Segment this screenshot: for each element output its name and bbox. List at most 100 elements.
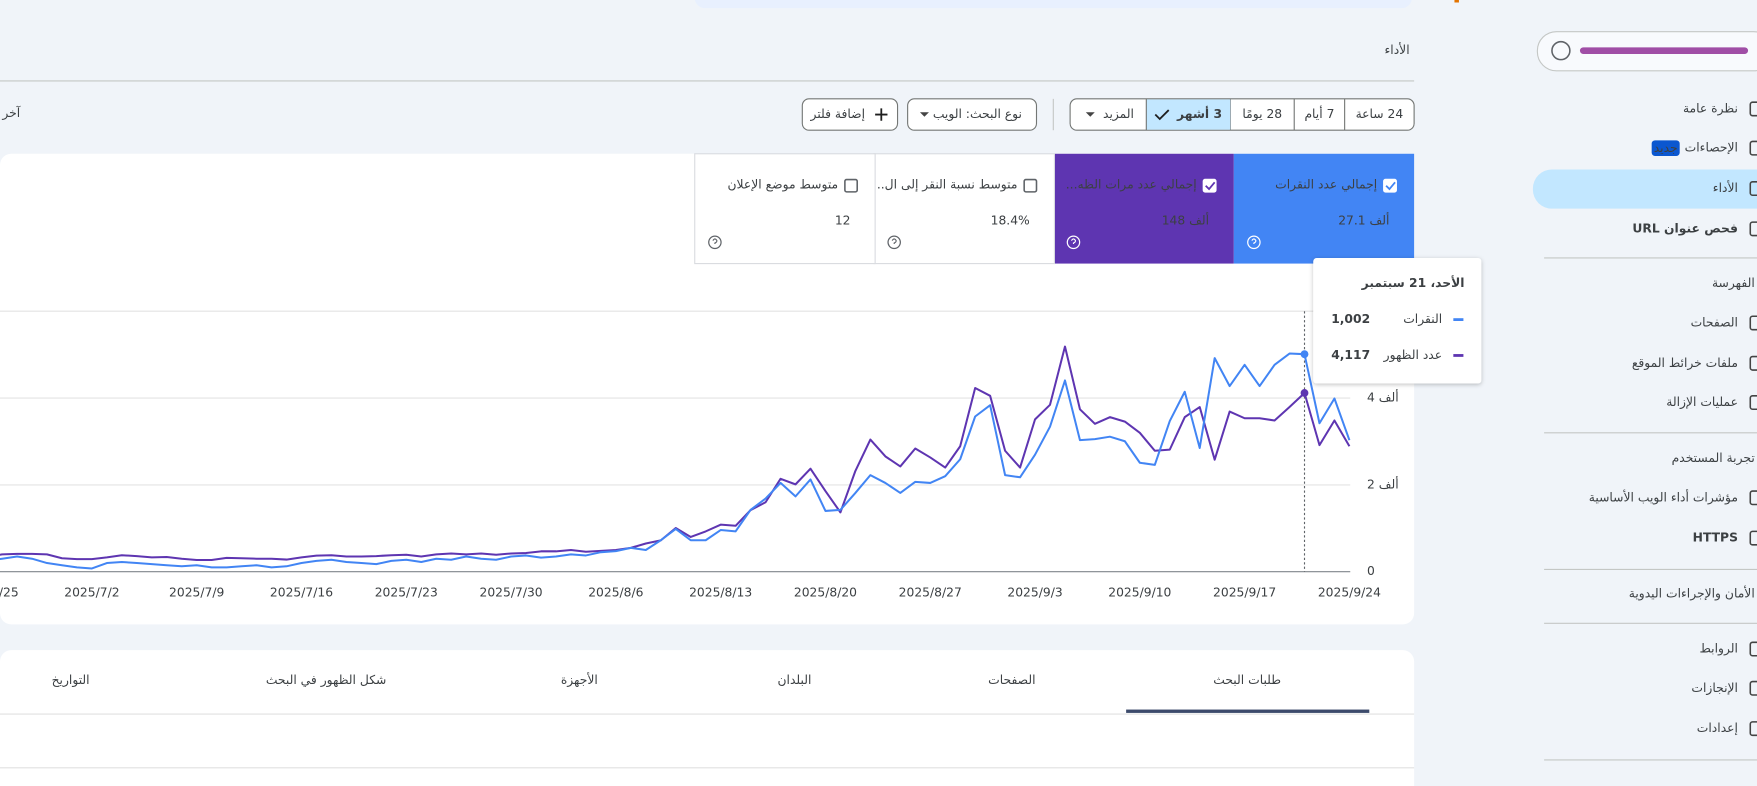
nav-icon: [1749, 180, 1757, 197]
tab[interactable]: البلدان: [778, 673, 812, 687]
nav-icon: [1749, 221, 1757, 237]
nav-item: نظرة عامة: [1683, 101, 1738, 116]
metric-label: متوسط نسبة النقر إلى ال...: [873, 178, 1018, 193]
nav-item: الروابط: [1699, 642, 1737, 657]
check-icon: [1154, 109, 1170, 121]
x-tick-label: 2025/7/30: [480, 586, 543, 600]
date-range-selected: [1146, 99, 1231, 130]
nav-item: HTTPS: [1693, 531, 1738, 545]
tab[interactable]: التواريخ: [52, 673, 90, 688]
date-range-option[interactable]: 28 يومًا: [1242, 107, 1282, 122]
metric-value: 27.1 ألف: [1338, 212, 1389, 227]
checkbox: [1023, 178, 1038, 193]
nav-item: عمليات الإزالة: [1666, 395, 1738, 410]
x-tick-label: 2025/9/17: [1213, 586, 1276, 600]
metric-cards: إجمالي عدد النقرات 27.1 ألف إجمالي عدد مرا…: [694, 153, 1415, 265]
last-update: آخر: [1, 105, 20, 121]
nav-icon: [1749, 315, 1757, 331]
nav-item: الأداء: [1713, 180, 1738, 195]
nav-icon: [1749, 140, 1757, 156]
nav-item: الإحصاءات: [1685, 141, 1738, 155]
search-type-label: نوع البحث: الويب: [933, 107, 1022, 122]
x-tick-label: 2025/7/16: [270, 586, 333, 600]
tab[interactable]: طلبات البحث: [1213, 673, 1281, 687]
metric-card[interactable]: [694, 153, 876, 265]
plot: [0, 345, 1351, 570]
sidebar: نظرة عامة الإحصاءات الأداء فحص عنوان URL جدي…: [1589, 101, 1757, 737]
metric-card[interactable]: [873, 153, 1055, 265]
property-icon: [1551, 40, 1571, 61]
tooltip: الأحد، 21 سبتمبر النقرات 1,002 عدد الظهور 4,…: [1313, 257, 1482, 384]
metric-label: متوسط موضع الإعلان: [728, 178, 839, 193]
tab[interactable]: الأجهزة: [561, 672, 598, 688]
date-range-option[interactable]: 7 أيام: [1304, 106, 1334, 121]
tabs-card: [0, 650, 1415, 786]
x-tick-label: 2025/9/10: [1108, 586, 1171, 600]
hover-point: [1300, 350, 1309, 359]
nav-selected: [1532, 169, 1757, 209]
y-tick-label: 2 ألف: [1367, 476, 1399, 491]
help-icon: [708, 235, 722, 250]
tab[interactable]: شكل الظهور في البحث: [266, 673, 387, 688]
metric-label: إجمالي عدد مرات الظه...: [1066, 178, 1197, 193]
metric-card[interactable]: [1233, 153, 1415, 264]
nav-item: الصفحات: [1691, 315, 1738, 329]
nav-icon: [1749, 490, 1757, 506]
tooltip-value: 4,117: [1331, 348, 1370, 362]
nav-item: مؤشرات أداء الويب الأساسية: [1589, 489, 1738, 505]
x-tick-label: 2025/9/3: [1007, 586, 1062, 600]
search-type-button[interactable]: [907, 98, 1038, 131]
dropdown-arrow: [1085, 112, 1095, 117]
help-icon: [887, 235, 901, 250]
checkbox: [1202, 178, 1217, 193]
date-range-option[interactable]: 3 أشهر: [1176, 106, 1222, 121]
section-title: الأمان والإجراءات اليدوية: [1629, 586, 1755, 602]
more-button: المزيد: [1103, 107, 1134, 122]
tab[interactable]: الصفحات: [988, 673, 1035, 687]
add-filter-label: إضافة فلتر: [810, 107, 866, 122]
metric-card[interactable]: [1053, 153, 1234, 264]
hover-point: [1300, 389, 1309, 397]
header: الأداء: [1384, 42, 1409, 57]
checkbox: [1383, 178, 1397, 193]
tooltip-value: 1,002: [1331, 312, 1370, 326]
page-title: الأداء: [1384, 42, 1409, 57]
metric-value: 148 ألف: [1162, 212, 1209, 227]
nav-icon: [1749, 355, 1757, 371]
nav-icon: [1749, 101, 1757, 117]
help-icon-mark: [712, 238, 718, 244]
x-tick-label: 2025/7/9: [169, 586, 224, 600]
metric-label: إجمالي عدد النقرات: [1275, 178, 1377, 193]
x-tick-label: 2025/8/27: [899, 586, 962, 600]
dropdown-arrow: [919, 112, 929, 117]
tooltip-title: الأحد، 21 سبتمبر: [1361, 275, 1465, 290]
redacted-property: [1579, 47, 1749, 55]
legend-label: النقرات: [1403, 312, 1442, 327]
metric-value: 18.4%: [991, 213, 1030, 227]
checkbox-check: [1385, 181, 1396, 191]
toolbar: 24 ساعة 7 أيام 28 يومًا 3 أشهر المزيد نوع الب…: [1, 98, 1415, 131]
add-filter-button[interactable]: [801, 98, 899, 131]
sidebar-dividers: [1544, 257, 1757, 761]
status-mark: [1454, 0, 1459, 3]
x-tick-label: 2025/6/25: [0, 586, 19, 600]
help-icon-mark: [1070, 238, 1077, 244]
x-tick-label: 2025/9/24: [1318, 586, 1381, 600]
x-tick-label: 2025/7/2: [64, 586, 119, 600]
checkbox: [844, 178, 858, 193]
date-range-option[interactable]: 24 ساعة: [1356, 107, 1404, 121]
badge-label: جديد: [1654, 141, 1678, 155]
legend-label: عدد الظهور: [1383, 348, 1442, 363]
x-tick-label: 2025/8/13: [689, 586, 752, 600]
section-title: الفهرسة: [1712, 276, 1755, 291]
nav-item: الإنجازات: [1691, 681, 1738, 696]
tabs: طلبات البحث الصفحات البلدان الأجهزة شكل الظه…: [52, 672, 1370, 713]
y-tick-label: 4 ألف: [1367, 390, 1399, 405]
nav-icon: [1749, 721, 1757, 737]
nav-icon: [1749, 530, 1757, 546]
x-tick-label: 2025/7/23: [375, 586, 438, 600]
nav-item: إعدادات: [1697, 721, 1738, 735]
nav-item: فحص عنوان URL: [1632, 221, 1738, 235]
